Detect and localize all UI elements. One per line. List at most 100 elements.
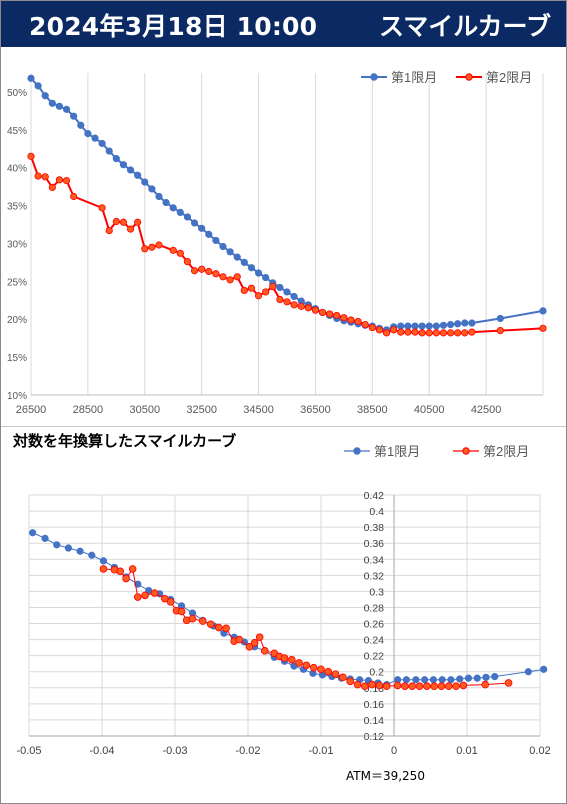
data-point-1 [76, 547, 84, 555]
y-tick-label: 15% [7, 353, 27, 364]
x-tick-label: 32500 [186, 404, 217, 416]
data-point-2 [70, 192, 78, 201]
data-point-2 [128, 565, 137, 573]
data-point-2 [354, 317, 362, 326]
data-point-1 [162, 198, 170, 207]
data-point-2 [62, 176, 71, 185]
data-point-1 [183, 213, 192, 221]
data-point-2 [318, 308, 327, 317]
data-point-1 [539, 307, 547, 315]
data-point-2 [481, 680, 490, 689]
data-point-2 [283, 298, 291, 306]
data-point-1 [461, 319, 469, 327]
data-point-2 [326, 310, 334, 318]
data-point-2 [360, 682, 369, 690]
y-tick-label: 0.14 [364, 715, 385, 727]
data-point-2 [368, 323, 376, 332]
legend-label: 第2限月 [483, 444, 529, 459]
data-point-1 [425, 322, 433, 330]
data-point-2 [169, 246, 177, 254]
data-point-1 [176, 208, 184, 217]
data-point-1 [438, 676, 446, 684]
data-point-1 [404, 322, 412, 330]
data-point-2 [99, 565, 108, 573]
data-point-2 [276, 295, 284, 304]
section-divider [1, 426, 566, 427]
data-point-2 [461, 329, 469, 337]
data-point-2 [324, 667, 333, 676]
data-point-2 [98, 204, 106, 212]
y-tick-label: 0.24 [364, 635, 385, 647]
data-point-2 [150, 589, 159, 597]
data-point-2 [245, 643, 254, 651]
data-point-2 [233, 273, 241, 281]
legend-item-2: 第2限月 [456, 70, 532, 85]
data-point-1 [29, 529, 37, 537]
data-point-2 [226, 276, 234, 284]
data-point-2 [415, 682, 424, 690]
data-point-1 [411, 322, 419, 330]
data-point-1 [247, 264, 256, 272]
x-tick-label: -0.04 [89, 745, 114, 757]
data-point-2 [311, 306, 320, 314]
y-tick-label: 0.16 [364, 699, 385, 711]
data-point-2 [504, 679, 513, 687]
x-tick-label: 26500 [16, 404, 47, 416]
data-point-2 [126, 225, 135, 233]
data-point-1 [283, 288, 291, 296]
data-point-2 [116, 567, 125, 576]
data-point-2 [331, 670, 340, 678]
data-point-1 [447, 676, 455, 684]
data-point-2 [382, 329, 391, 337]
data-point-2 [155, 241, 163, 249]
data-point-2 [375, 326, 384, 334]
data-point-2 [212, 270, 220, 278]
data-point-2 [250, 639, 259, 647]
data-point-1 [34, 82, 42, 90]
data-point-2 [206, 620, 215, 629]
data-point-1 [212, 236, 220, 245]
data-point-1 [496, 314, 504, 323]
data-point-2 [280, 654, 289, 662]
data-point-2 [539, 324, 547, 332]
y-tick-label: 40% [7, 164, 27, 175]
data-point-2 [219, 273, 227, 281]
y-tick-label: 10% [7, 391, 27, 402]
data-point-2 [437, 682, 446, 690]
data-point-2 [297, 302, 305, 310]
log-smile-curve-chart: -0.05 -0.04 -0.03 -0.02 -0.01 0 0.01 0.02 0.12 0.… [16, 444, 550, 757]
data-point-1 [233, 253, 241, 261]
data-point-2 [418, 329, 426, 337]
data-point-2 [160, 594, 169, 603]
data-point-2 [177, 607, 186, 616]
x-tick-label: 0.01 [456, 745, 477, 757]
series-line-2 [30, 156, 544, 334]
y-tick-label: 0.38 [364, 522, 385, 534]
data-point-2 [333, 311, 341, 320]
legend-marker [370, 73, 378, 81]
data-point-2 [397, 328, 405, 336]
data-point-2 [254, 292, 263, 300]
data-point-2 [353, 680, 362, 689]
data-point-1 [88, 551, 96, 559]
data-point-2 [368, 680, 376, 689]
data-point-2 [430, 682, 438, 690]
y-tick-label: 0.22 [364, 651, 385, 663]
data-point-2 [446, 329, 455, 337]
data-point-1 [77, 121, 85, 129]
data-point-1 [169, 204, 177, 212]
y-tick-label: 0.4 [369, 506, 384, 518]
legend-marker [353, 447, 361, 455]
data-point-2 [425, 329, 433, 337]
data-point-1 [446, 320, 455, 329]
data-point-2 [262, 288, 270, 296]
x-tick-label: -0.01 [308, 745, 333, 757]
data-point-2 [496, 326, 504, 335]
data-point-1 [524, 668, 532, 676]
data-point-1 [468, 319, 476, 327]
data-point-1 [290, 292, 298, 301]
data-point-2 [134, 218, 142, 226]
data-point-1 [148, 185, 156, 193]
data-point-1 [155, 192, 163, 201]
